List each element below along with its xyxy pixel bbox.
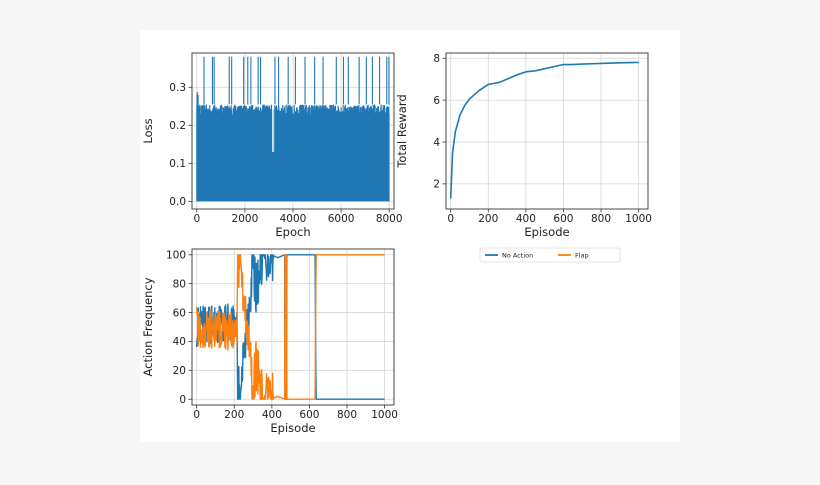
loss-frame bbox=[191, 52, 395, 210]
actions-x-tick-label: 200 bbox=[224, 409, 244, 421]
reward-plot-area bbox=[446, 53, 648, 209]
loss-y-axis-label: Loss bbox=[141, 118, 155, 143]
legend-frame bbox=[479, 247, 621, 263]
actions-x-tick-label: 0 bbox=[193, 409, 200, 421]
reward-y-tick-label: 2 bbox=[433, 179, 440, 191]
actions-y-tick-label: 0 bbox=[179, 394, 186, 406]
loss-y-tick-label: 0.3 bbox=[169, 82, 186, 94]
reward-y-tick-label: 8 bbox=[433, 53, 440, 65]
loss-x-axis-label: Epoch bbox=[275, 225, 310, 239]
loss-y-tick-label: 0.0 bbox=[169, 196, 186, 208]
actions-y-tick-label: 80 bbox=[173, 278, 186, 290]
reward-y-tick-label: 6 bbox=[433, 95, 440, 107]
reward-y-axis-label: Total Reward bbox=[395, 94, 409, 168]
reward-x-tick-label: 1000 bbox=[625, 213, 652, 225]
loss-plot: 0 2000 4000 6000 8000 0.0 0.1 0.2 0.3 Epoch Loss bbox=[141, 52, 403, 239]
loss-series-line bbox=[196, 56, 390, 202]
reward-x-axis-label: Episode bbox=[524, 225, 569, 239]
legend-label-no-action: No Action bbox=[502, 252, 533, 260]
reward-x-tick-label: 0 bbox=[447, 213, 454, 225]
loss-y-tick-label: 0.2 bbox=[169, 120, 186, 132]
loss-x-tick-label: 4000 bbox=[280, 213, 307, 225]
total-reward-plot: 0 200 400 600 800 1000 2 4 6 8 Episode Total Reward bbox=[395, 52, 652, 239]
legend: No Action Flap bbox=[479, 247, 621, 263]
loss-y-tick-label: 0.1 bbox=[169, 158, 186, 170]
actions-y-tick-label: 20 bbox=[173, 365, 186, 377]
reward-x-tick-label: 200 bbox=[478, 213, 498, 225]
loss-x-tick-label: 8000 bbox=[376, 213, 403, 225]
actions-y-axis-label: Action Frequency bbox=[141, 277, 155, 376]
figure-sheet: 0 2000 4000 6000 8000 0.0 0.1 0.2 0.3 Epoch Loss 0… bbox=[140, 30, 680, 442]
loss-x-tick-label: 2000 bbox=[232, 213, 259, 225]
action-frequency-plot: 0 200 400 600 800 1000 0 20 40 60 80 100 Episode Acti… bbox=[141, 248, 398, 435]
actions-x-tick-label: 800 bbox=[337, 409, 357, 421]
actions-y-tick-label: 100 bbox=[166, 250, 186, 262]
reward-y-tick-label: 4 bbox=[433, 137, 440, 149]
actions-x-axis-label: Episode bbox=[270, 421, 315, 435]
reward-series-line bbox=[449, 61, 639, 199]
no-action-series-line bbox=[196, 254, 385, 400]
actions-x-tick-label: 400 bbox=[262, 409, 282, 421]
actions-y-tick-label: 60 bbox=[173, 307, 186, 319]
flap-series-line bbox=[196, 254, 385, 400]
reward-x-tick-label: 400 bbox=[516, 213, 536, 225]
legend-label-flap: Flap bbox=[575, 252, 589, 260]
actions-x-tick-label: 600 bbox=[299, 409, 319, 421]
actions-y-tick-label: 40 bbox=[173, 336, 186, 348]
reward-x-tick-label: 800 bbox=[591, 213, 611, 225]
loss-x-tick-label: 0 bbox=[193, 213, 200, 225]
actions-frame bbox=[191, 248, 395, 406]
loss-x-tick-label: 6000 bbox=[328, 213, 355, 225]
reward-x-tick-label: 600 bbox=[553, 213, 573, 225]
reward-frame bbox=[445, 52, 649, 210]
actions-x-tick-label: 1000 bbox=[371, 409, 398, 421]
